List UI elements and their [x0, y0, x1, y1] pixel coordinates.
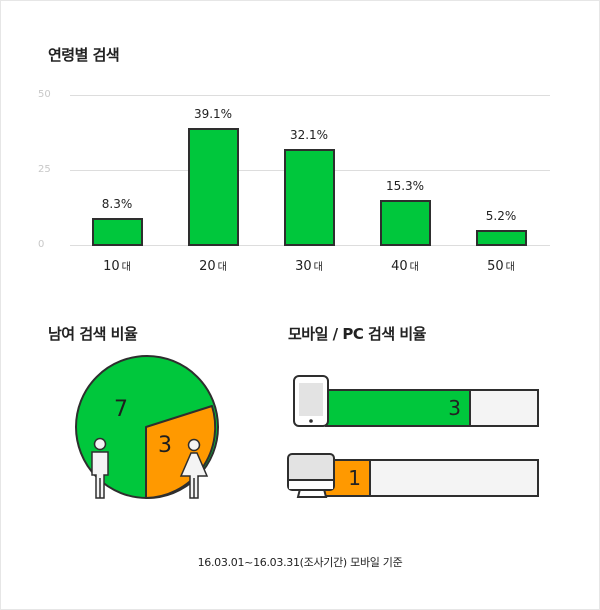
- bar-20s: [188, 128, 239, 246]
- bar-value-label: 39.1%: [193, 107, 233, 121]
- female-value: 3: [158, 433, 172, 458]
- bar-50s: [476, 230, 527, 246]
- mobile-bar-fill: 3: [327, 391, 471, 425]
- bar-10s: [92, 218, 143, 246]
- female-icon: [179, 438, 209, 499]
- male-icon: [91, 437, 109, 499]
- gridline-50: [70, 95, 550, 96]
- desktop-monitor-icon: [287, 453, 335, 498]
- y-tick-0: 0: [38, 239, 45, 250]
- pc-value: 1: [348, 466, 361, 490]
- y-tick-50: 50: [38, 89, 51, 100]
- gender-chart-title: 남여 검색 비율: [48, 325, 138, 343]
- age-chart-title: 연령별 검색: [48, 46, 120, 64]
- bar-value-label: 32.1%: [289, 128, 329, 142]
- bar-value-label: 5.2%: [485, 209, 517, 223]
- mobile-bar: 3: [325, 389, 539, 427]
- y-tick-25: 25: [38, 164, 51, 175]
- bar-30s: [284, 149, 335, 246]
- survey-period-note: 16.03.01~16.03.31(조사기간) 모바일 기준: [197, 556, 403, 569]
- x-label-20s: 20 대: [199, 259, 227, 274]
- x-label-30s: 30 대: [295, 259, 323, 274]
- bar-value-label: 8.3%: [101, 197, 133, 211]
- gender-pie-chart: [75, 355, 219, 499]
- x-label-50s: 50 대: [487, 259, 515, 274]
- x-label-10s: 10 대: [103, 259, 131, 274]
- device-chart-title: 모바일 / PC 검색 비율: [288, 325, 426, 343]
- pc-bar: 1: [323, 459, 539, 497]
- bar-40s: [380, 200, 431, 246]
- mobile-value: 3: [448, 396, 461, 420]
- male-value: 7: [114, 397, 128, 422]
- x-label-40s: 40 대: [391, 259, 419, 274]
- mobile-phone-icon: [293, 375, 329, 427]
- bar-value-label: 15.3%: [385, 179, 425, 193]
